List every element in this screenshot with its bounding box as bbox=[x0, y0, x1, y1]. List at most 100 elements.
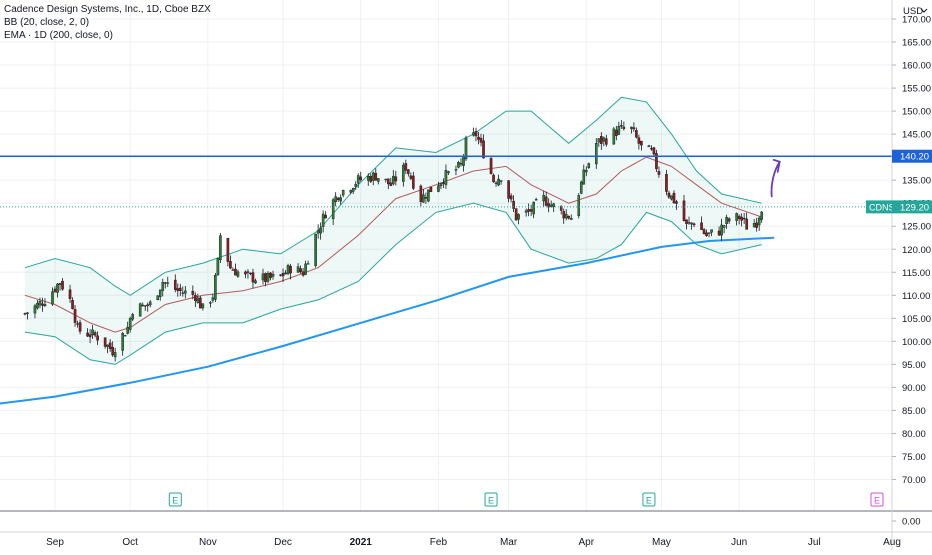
candle-body bbox=[316, 230, 320, 234]
candle-body bbox=[53, 288, 57, 292]
candle-body bbox=[564, 213, 568, 219]
candle-body bbox=[404, 163, 408, 171]
candle-body bbox=[682, 200, 686, 221]
candle-body bbox=[672, 192, 676, 204]
price-tick-label: 100.00 bbox=[902, 337, 931, 348]
bollinger-lower-line bbox=[24, 202, 762, 365]
candle-body bbox=[246, 271, 250, 273]
price-tick-label: 125.00 bbox=[902, 222, 931, 233]
candle-body bbox=[462, 155, 465, 166]
horizontal-line-price: 140.20 bbox=[900, 152, 929, 163]
candle-body bbox=[402, 164, 405, 182]
candle-body bbox=[201, 303, 205, 309]
candle-body bbox=[439, 182, 443, 187]
candle-body bbox=[594, 143, 598, 165]
candle-body bbox=[271, 273, 275, 277]
candle-body bbox=[163, 282, 167, 284]
candle-body bbox=[675, 201, 678, 204]
candle-body bbox=[687, 222, 691, 224]
currency-label[interactable]: USD bbox=[903, 6, 928, 17]
horizontal-line-price-badge: 140.20 bbox=[892, 149, 932, 163]
candle-body bbox=[635, 130, 638, 138]
candle-body bbox=[705, 232, 708, 236]
time-tick-label: Jun bbox=[731, 537, 747, 548]
candle-body bbox=[161, 282, 165, 291]
candle-body bbox=[306, 263, 310, 265]
price-axis[interactable]: 175.00 170.00 165.00 160.00 155.00 150.00 145.… bbox=[892, 0, 931, 528]
candle-body bbox=[517, 214, 520, 220]
earnings-marker bbox=[168, 492, 182, 507]
time-tick-label: Oct bbox=[122, 537, 138, 548]
time-axis[interactable]: Sep Oct Nov Dec 2021 Feb Mar Apr May Jun Jul Aug bbox=[46, 537, 901, 548]
price-tick-label: 145.00 bbox=[902, 130, 931, 141]
candle-body bbox=[36, 303, 39, 309]
candle-body bbox=[284, 272, 287, 275]
candle-body bbox=[534, 199, 538, 201]
candle-body bbox=[369, 175, 373, 182]
candle-body bbox=[447, 171, 450, 174]
candle-body bbox=[56, 283, 59, 293]
candle-body bbox=[745, 218, 748, 230]
candle-body bbox=[740, 216, 743, 221]
candle-body bbox=[26, 312, 29, 314]
candle-body bbox=[289, 265, 292, 274]
candle-body bbox=[427, 189, 430, 202]
candle-body bbox=[690, 222, 693, 225]
candle-body bbox=[141, 304, 145, 307]
candle-body bbox=[442, 182, 445, 184]
legend-title: Cadence Design Systems, Inc., 1D, Cboe B… bbox=[4, 4, 211, 15]
candle-body bbox=[106, 344, 109, 347]
candle-body bbox=[113, 352, 117, 358]
candle-body bbox=[138, 303, 142, 317]
earnings-marker bbox=[642, 492, 656, 507]
candle-body bbox=[722, 225, 726, 228]
candle-body bbox=[336, 197, 340, 201]
candle-body bbox=[685, 219, 688, 224]
candle-body bbox=[407, 169, 410, 174]
candle-body bbox=[650, 148, 653, 150]
candle-body bbox=[156, 295, 160, 301]
candle-body bbox=[737, 215, 741, 220]
candle-body bbox=[148, 301, 152, 306]
candle-body bbox=[667, 192, 671, 198]
candle-body bbox=[514, 208, 518, 221]
arrow-drawing[interactable] bbox=[770, 159, 781, 198]
price-tick-label: 155.00 bbox=[902, 84, 931, 95]
candle-body bbox=[549, 204, 553, 208]
candle-body bbox=[584, 169, 588, 173]
candle-body bbox=[91, 329, 94, 336]
price-tick-label: 110.00 bbox=[902, 291, 930, 302]
candle-body bbox=[371, 172, 375, 181]
currency-text: USD bbox=[903, 6, 923, 17]
candle-body bbox=[617, 126, 621, 135]
candle-body bbox=[710, 229, 713, 233]
candle-body bbox=[544, 196, 548, 206]
candle-body bbox=[143, 305, 147, 307]
candle-body bbox=[489, 158, 493, 174]
candle-body bbox=[632, 127, 636, 130]
candle-body bbox=[216, 258, 220, 276]
candle-body bbox=[509, 195, 513, 200]
candle-body bbox=[334, 196, 337, 202]
last-price: 129.20 bbox=[900, 202, 929, 213]
candle-body bbox=[286, 265, 290, 274]
candle-body bbox=[409, 175, 413, 179]
candle-body bbox=[524, 210, 528, 213]
candle-body bbox=[612, 128, 616, 145]
candle-body bbox=[532, 201, 535, 215]
candle-body bbox=[527, 209, 530, 212]
earnings-marker-label: E bbox=[172, 496, 178, 506]
candle-body bbox=[630, 126, 633, 129]
legend-ema: EMA · 1D (200, close, 0) bbox=[4, 30, 113, 41]
candle-body bbox=[457, 162, 460, 168]
price-tick-label: 90.00 bbox=[902, 383, 926, 394]
candle-body bbox=[652, 147, 656, 155]
candle-body bbox=[244, 271, 247, 275]
candle-body bbox=[93, 332, 97, 336]
candle-body bbox=[73, 309, 77, 323]
candle-body bbox=[657, 171, 661, 175]
candle-body bbox=[184, 290, 187, 294]
candle-body bbox=[331, 199, 335, 220]
